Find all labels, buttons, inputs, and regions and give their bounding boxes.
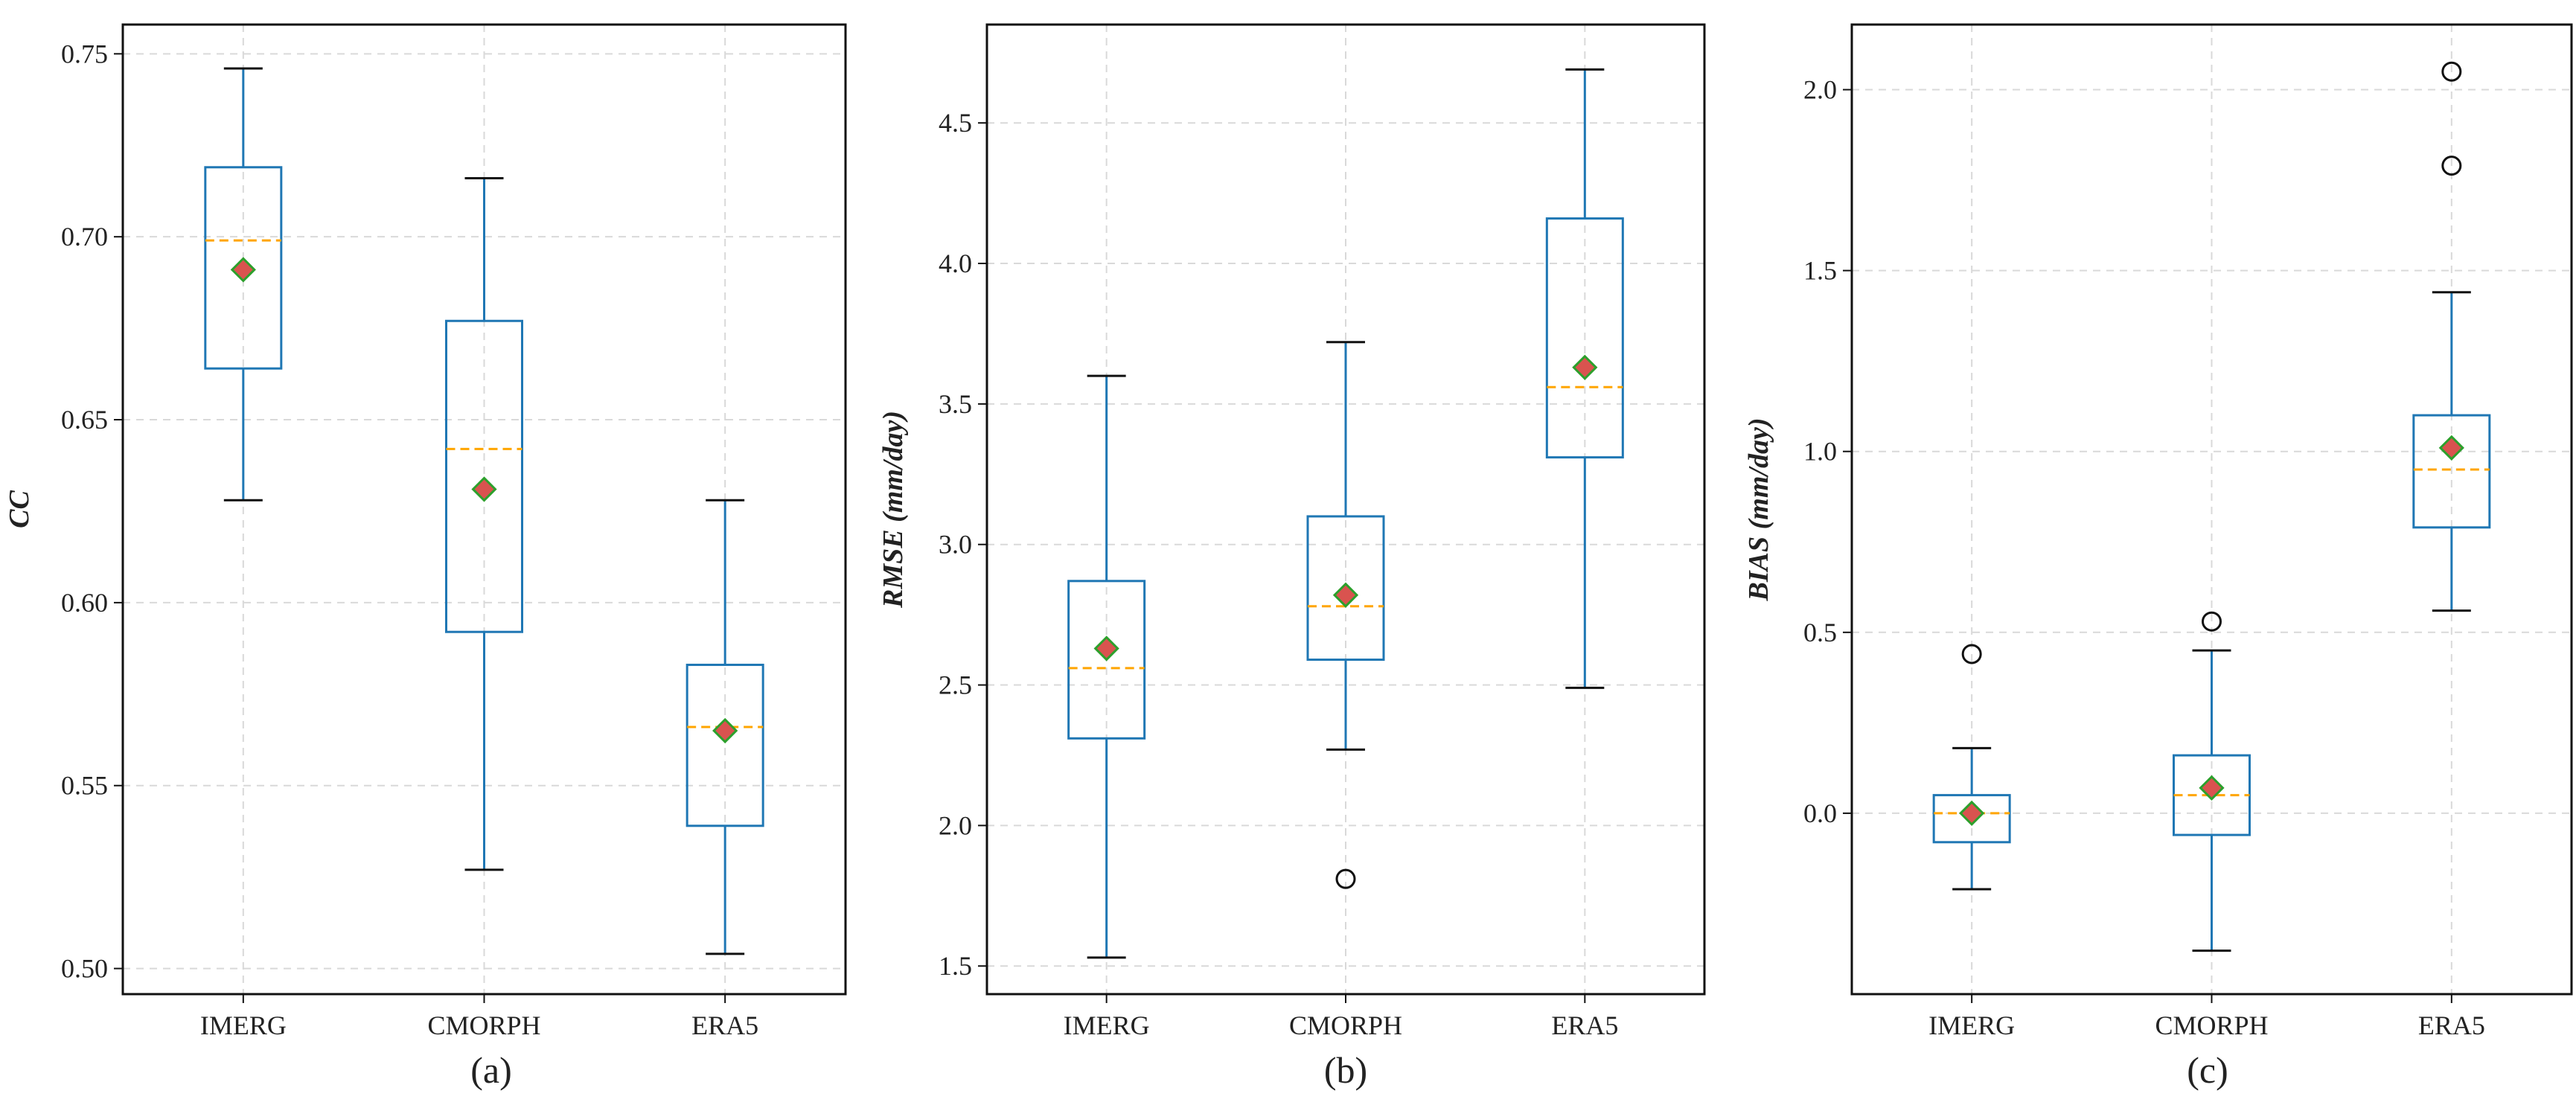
box-body: [445, 319, 523, 633]
panel-2: 1.5 2.0 2.5 3.0 3.5 4.0 4.5 IMERG CMORPH ERA5 RMSE…: [878, 23, 1706, 1091]
y-tick-label: 1.0: [1803, 437, 1837, 467]
y-axis-label: RMSE (mm/day): [878, 411, 909, 609]
mean-marker: [2438, 435, 2464, 461]
box-imerg: [1932, 644, 2011, 891]
y-axis-label: CC: [4, 490, 35, 528]
x-tick-label: CMORPH: [2155, 1010, 2268, 1040]
y-tick-label: 4.5: [939, 108, 972, 138]
box-era5: [685, 499, 764, 955]
mean-marker: [712, 717, 738, 744]
x-tick-label: IMERG: [200, 1010, 287, 1040]
box-body: [1067, 580, 1146, 740]
y-tick-label: 0.0: [1803, 798, 1837, 828]
outlier-point: [1335, 868, 1356, 889]
y-tick-label: 3.0: [939, 530, 972, 560]
plot-frame: [121, 23, 847, 996]
y-tick-label: 3.5: [939, 389, 972, 419]
x-tick-label: ERA5: [691, 1010, 758, 1040]
box-body: [2412, 414, 2491, 529]
x-tick-label: CMORPH: [427, 1010, 540, 1040]
panel-label: (a): [470, 1049, 512, 1091]
x-tick-label: IMERG: [1928, 1010, 2015, 1040]
y-axis-label: BIAS (mm/day): [1743, 418, 1774, 602]
box-body: [1545, 217, 1624, 459]
y-tick-label: 2.5: [939, 670, 972, 700]
mean-marker: [1572, 354, 1598, 380]
x-tick-label: ERA5: [2418, 1010, 2485, 1040]
panel-label: (b): [1324, 1049, 1367, 1091]
box-cmorph: [445, 177, 523, 871]
box-era5: [1545, 68, 1624, 689]
box-body: [1306, 515, 1385, 662]
x-tick-label: CMORPH: [1289, 1010, 1402, 1040]
y-tick-label: 2.0: [1803, 75, 1837, 105]
box-body: [204, 166, 283, 370]
box-body: [685, 663, 764, 827]
y-tick-label: 0.65: [61, 405, 108, 435]
mean-marker: [1332, 582, 1359, 608]
y-tick-label: 0.5: [1803, 618, 1837, 647]
mean-marker: [471, 476, 497, 502]
y-tick-label: 0.60: [61, 588, 108, 618]
panel-3: 0.0 0.5 1.0 1.5 2.0 IMERG CMORPH ERA5 BIAS (mm/d…: [1743, 23, 2573, 1091]
y-tick-label: 0.70: [61, 222, 108, 252]
box-imerg: [1067, 374, 1146, 959]
y-tick-label: 0.50: [61, 954, 108, 984]
y-tick-label: 2.0: [939, 810, 972, 840]
outlier-point: [1961, 644, 1982, 664]
box-cmorph: [2173, 611, 2251, 952]
x-tick-label: IMERG: [1064, 1010, 1150, 1040]
plot-frame: [1850, 23, 2573, 996]
box-era5: [2412, 61, 2491, 612]
outlier-point: [2441, 156, 2462, 176]
box-cmorph: [1306, 341, 1385, 889]
panel-label: (c): [2187, 1049, 2228, 1091]
mean-marker: [1959, 800, 1985, 827]
y-tick-label: 1.5: [1803, 256, 1837, 286]
outlier-point: [2202, 611, 2222, 632]
y-tick-label: 4.0: [939, 249, 972, 278]
mean-marker: [2199, 775, 2225, 801]
mean-marker: [230, 257, 256, 283]
outlier-point: [2441, 61, 2462, 82]
box-imerg: [204, 67, 283, 502]
x-tick-label: ERA5: [1551, 1010, 1618, 1040]
y-tick-label: 0.55: [61, 771, 108, 801]
mean-marker: [1093, 635, 1119, 662]
y-tick-label: 0.75: [61, 39, 108, 68]
panel-1: 0.50 0.55 0.60 0.65 0.70 0.75 IMERG CMORPH ERA5 C…: [4, 23, 847, 1091]
y-tick-label: 1.5: [939, 951, 972, 981]
plot-frame: [985, 23, 1706, 996]
box-body: [1932, 794, 2011, 844]
